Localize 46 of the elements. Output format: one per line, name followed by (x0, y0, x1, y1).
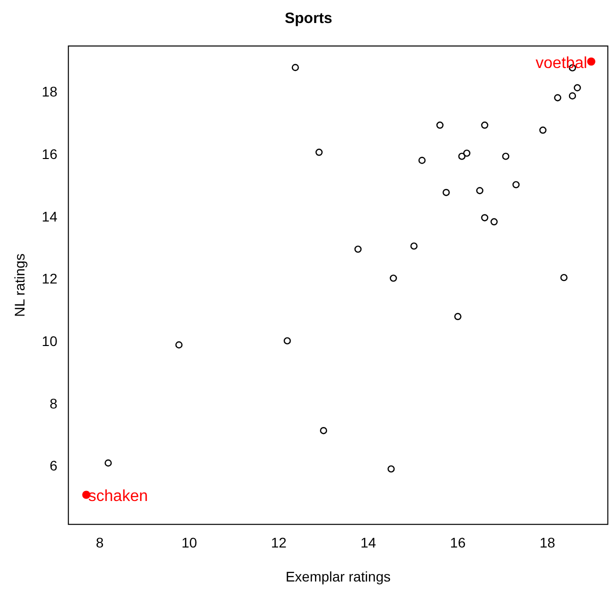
y-tick-label: 6 (50, 458, 58, 474)
x-tick-label: 10 (181, 534, 198, 551)
y-axis-title: NL ratings (11, 254, 28, 317)
chart-title: Sports (284, 10, 332, 28)
point (410, 242, 418, 250)
point (284, 337, 291, 344)
point (481, 214, 488, 222)
point (502, 152, 510, 160)
point (354, 246, 362, 253)
x-tick-label: 12 (270, 534, 287, 551)
x-tick-label: 8 (96, 534, 104, 551)
point (568, 92, 576, 100)
annotation: schaken (88, 488, 148, 506)
point (476, 187, 484, 194)
point (587, 57, 596, 66)
point (418, 156, 426, 164)
x-tick-label: 14 (360, 534, 376, 551)
point (175, 341, 183, 348)
point (458, 152, 466, 160)
point (560, 274, 568, 282)
x-tick-label: 18 (540, 534, 556, 551)
point (292, 64, 299, 72)
point (315, 148, 323, 156)
x-axis-title: Exemplar ratings (286, 568, 391, 584)
annotation: voetbal (536, 54, 588, 72)
point (539, 126, 546, 134)
y-tick-label: 10 (42, 332, 58, 349)
point (390, 274, 397, 282)
point (388, 465, 395, 473)
y-tick-label: 14 (42, 208, 58, 224)
y-tick-label: 12 (42, 270, 58, 287)
y-tick-label: 18 (42, 84, 58, 100)
point (442, 188, 450, 196)
point (104, 459, 112, 467)
point (512, 181, 520, 188)
y-tick-label: 8 (50, 395, 58, 412)
point (481, 122, 488, 129)
point (574, 84, 581, 92)
y-tick-label: 16 (42, 146, 58, 162)
point (320, 426, 328, 434)
point (463, 150, 470, 157)
point (554, 94, 562, 102)
point (436, 122, 444, 129)
point (490, 218, 498, 226)
point (454, 312, 462, 320)
x-tick-label: 16 (450, 534, 466, 551)
